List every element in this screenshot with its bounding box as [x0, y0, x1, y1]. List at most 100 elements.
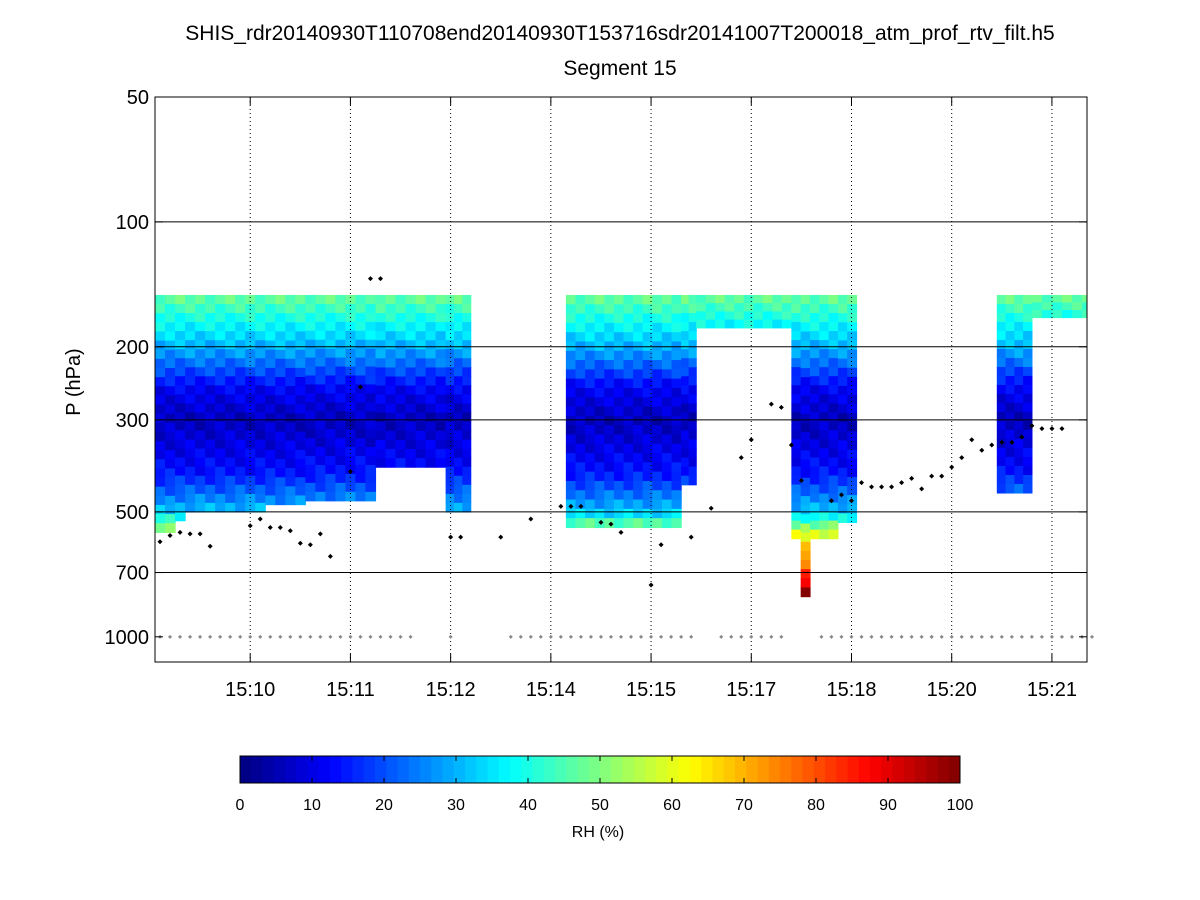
colorbar-segment [476, 756, 488, 783]
rh-cell [185, 430, 196, 441]
rh-cell [791, 358, 802, 368]
rh-cell [335, 348, 347, 359]
rh-cell [565, 443, 577, 454]
rh-cell [265, 477, 276, 487]
rh-cell [623, 518, 634, 529]
rh-cell [195, 322, 206, 332]
rh-cell [575, 508, 586, 519]
rh-cell [195, 484, 206, 495]
rh-cell [652, 490, 663, 501]
rh-cell [791, 439, 802, 450]
rh-cell [671, 434, 682, 445]
rh-cell [453, 322, 463, 332]
rh-cell [819, 358, 830, 368]
rh-cell [688, 340, 697, 350]
rh-cell [1014, 384, 1024, 395]
rh-cell [652, 518, 663, 529]
colorbar-segment [757, 756, 770, 783]
surface-marker [228, 634, 233, 639]
rh-cell [335, 384, 347, 394]
rh-cell [255, 448, 266, 459]
rh-cell [275, 422, 286, 433]
rh-cell [365, 464, 377, 475]
rh-cell [265, 458, 276, 469]
rh-cell [405, 304, 417, 314]
rh-cell [1014, 402, 1024, 413]
rh-cell [185, 421, 196, 432]
rh-cell [652, 360, 663, 370]
rh-cell [453, 457, 463, 468]
rh-cell [762, 319, 773, 329]
rh-cell [275, 404, 286, 415]
rh-cell [565, 378, 577, 389]
cloud-top-point [448, 534, 454, 540]
rh-cell [1005, 321, 1015, 332]
rh-cell [215, 349, 226, 359]
rh-cell [425, 394, 437, 405]
rh-cell [425, 340, 437, 350]
rh-cell [425, 385, 437, 396]
rh-cell [791, 313, 802, 323]
surface-marker [388, 634, 393, 639]
rh-cell [175, 421, 186, 432]
rh-cell [800, 368, 811, 378]
rh-cell [585, 397, 596, 408]
rh-cell [623, 453, 634, 463]
rh-cell [395, 313, 407, 323]
rh-cell [215, 412, 226, 423]
rh-cell [642, 508, 653, 519]
rh-cell [425, 313, 437, 323]
rh-cell [155, 468, 166, 479]
rh-cell [671, 313, 682, 324]
rh-cell [837, 367, 848, 378]
rh-cell [325, 312, 336, 323]
surface-marker [999, 634, 1004, 639]
rh-cell [652, 443, 663, 454]
rh-cell [462, 403, 472, 414]
surface-marker [558, 634, 563, 639]
rh-cell [652, 462, 663, 473]
rh-cell [800, 441, 811, 451]
surface-marker [739, 634, 744, 639]
rh-cell [594, 480, 605, 491]
rh-cell [781, 319, 792, 329]
cloud-top-point [688, 534, 694, 540]
rh-cell [335, 456, 347, 466]
rh-cell [575, 332, 586, 343]
rh-cell [1031, 294, 1043, 304]
rh-cell [195, 403, 206, 414]
rh-cell [385, 439, 397, 450]
rh-cell [585, 480, 596, 491]
rh-cell [1014, 429, 1024, 440]
rh-cell [1014, 330, 1024, 341]
rh-cell [1023, 384, 1033, 395]
cloud-top-point [879, 484, 885, 490]
rh-cell [205, 439, 216, 450]
rh-cell [445, 385, 455, 395]
rh-cell [235, 439, 246, 450]
surface-marker [679, 634, 684, 639]
rh-cell [847, 376, 858, 387]
rh-cell [285, 376, 296, 387]
rh-cell [445, 475, 455, 486]
rh-cell [345, 330, 357, 341]
y-tick-label: 1000 [105, 627, 150, 649]
rh-cell [791, 403, 802, 413]
rh-cell [642, 434, 653, 445]
rh-cell [753, 294, 764, 304]
rh-cell [594, 322, 605, 333]
rh-cell [305, 420, 316, 430]
rh-cell [195, 502, 206, 513]
rh-cell [462, 322, 472, 332]
rh-cell [847, 467, 858, 478]
rh-cell [715, 303, 726, 312]
colorbar-segment [948, 756, 961, 783]
rh-cell [355, 384, 367, 394]
rh-cell [996, 420, 1007, 431]
rh-cell [671, 387, 682, 398]
rh-cell [365, 312, 377, 323]
rh-cell [819, 511, 830, 522]
colorbar-segment [521, 756, 533, 783]
rh-cell [165, 431, 176, 442]
